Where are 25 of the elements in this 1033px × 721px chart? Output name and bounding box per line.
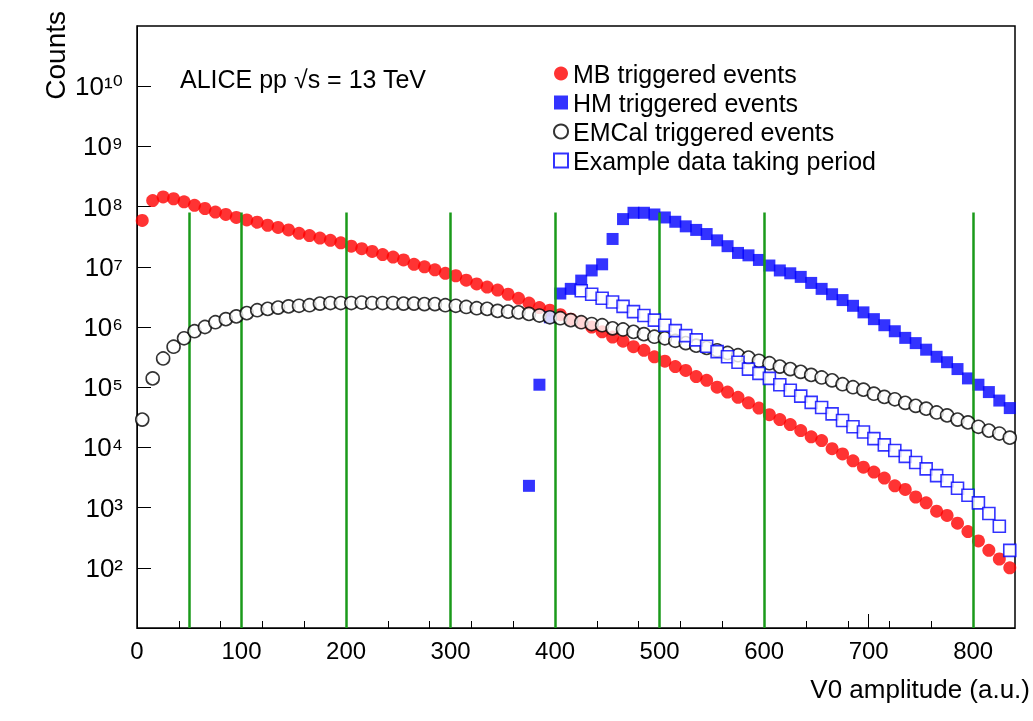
legend-label: EMCal triggered events (573, 117, 835, 146)
annotation: ALICE pp √s = 13 TeV (180, 64, 427, 93)
y-tick-label: 10¹⁰ (74, 71, 123, 102)
y-tick-label: 10⁶ (83, 312, 123, 342)
x-tick-label: 600 (744, 636, 785, 664)
y-tick-label: 10⁴ (82, 432, 123, 463)
y-tick-label: 10³ (85, 492, 124, 523)
x-tick-label: 500 (639, 636, 680, 664)
y-tick-label: 10² (85, 552, 124, 583)
x-tick-label: 100 (221, 636, 262, 664)
legend-label: HM triggered events (573, 88, 799, 117)
x-tick-label: 700 (848, 636, 889, 664)
y-tick-label: 10⁵ (83, 372, 123, 403)
legend-label: Example data taking period (573, 146, 876, 175)
y-axis-title: Counts (39, 11, 71, 100)
y-tick-label: 10⁹ (82, 131, 123, 162)
legend-label: MB triggered events (573, 59, 797, 88)
x-tick-label: 0 (130, 636, 144, 664)
x-tick-label: 400 (535, 636, 576, 664)
y-tick-label: 10⁸ (83, 191, 123, 222)
x-axis-title: V0 amplitude (a.u.) (810, 674, 1030, 704)
y-tick-label: 10⁷ (84, 251, 123, 282)
x-tick-label: 300 (430, 636, 471, 664)
x-tick-label: 800 (953, 636, 994, 664)
x-tick-label: 200 (326, 636, 367, 664)
